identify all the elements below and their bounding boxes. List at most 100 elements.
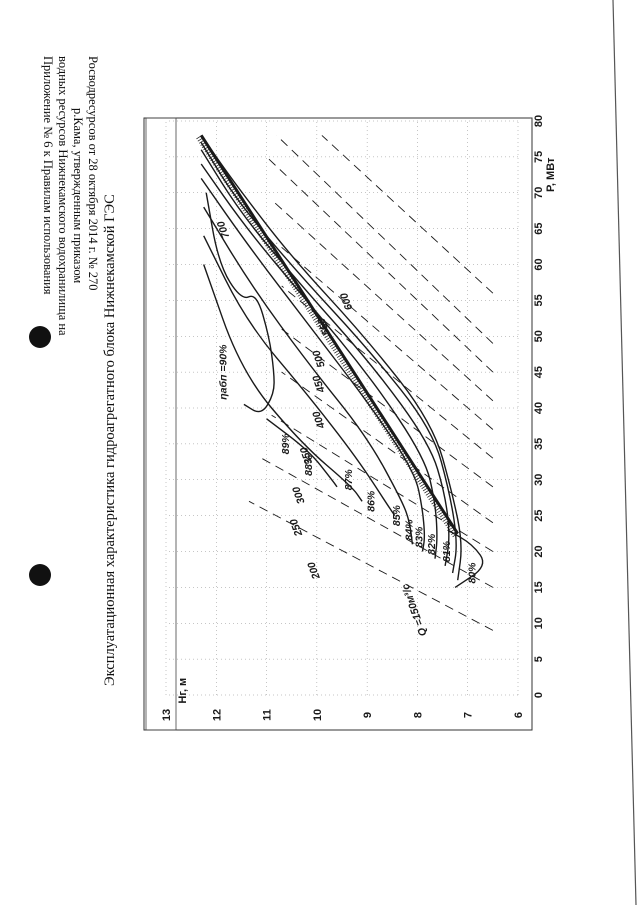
limit-hatch bbox=[313, 316, 319, 321]
header-line-3: р.Кама, утвержденным приказом bbox=[71, 108, 85, 283]
limit-hatch bbox=[328, 340, 334, 345]
limit-hatch bbox=[220, 172, 226, 177]
limit-hatch bbox=[277, 262, 284, 267]
limit-hatch bbox=[420, 482, 426, 487]
limit-hatch bbox=[415, 476, 422, 481]
limit-hatch bbox=[279, 264, 285, 269]
limit-hatch bbox=[431, 500, 437, 505]
y-tick-label: 6 bbox=[513, 712, 525, 718]
limit-hatch bbox=[352, 378, 358, 382]
limit-hatch bbox=[401, 454, 408, 459]
power-limit-line bbox=[196, 134, 459, 538]
limit-hatch bbox=[283, 270, 289, 275]
limit-hatch bbox=[400, 452, 406, 457]
curve-labels: ηабп =90% 89% 88% 87% 86% 85%84%83% 82% 81% 80% Q… bbox=[215, 219, 478, 637]
limit-hatch bbox=[436, 509, 443, 514]
limit-hatch bbox=[441, 515, 447, 520]
limit-hatch bbox=[303, 301, 309, 306]
limit-hatch bbox=[241, 205, 247, 210]
x-tick-label: 80 bbox=[533, 115, 545, 127]
limit-hatch bbox=[417, 478, 423, 483]
efficiency-curve bbox=[200, 149, 450, 567]
limit-hatch bbox=[311, 314, 318, 319]
efficiency-label: 83% bbox=[413, 526, 425, 548]
limit-hatch bbox=[335, 351, 342, 356]
limit-hatch bbox=[201, 144, 208, 149]
limit-hatch bbox=[321, 329, 327, 334]
y-axis-strip bbox=[145, 117, 177, 731]
limit-hatch bbox=[268, 246, 274, 251]
efficiency-curve bbox=[200, 177, 426, 552]
limit-hatch bbox=[408, 465, 415, 470]
header-line-1: Приложение № 6 к Правилам использования bbox=[41, 56, 55, 295]
limit-hatch bbox=[439, 513, 446, 518]
limit-hatch bbox=[204, 148, 211, 153]
flow-line bbox=[248, 500, 494, 631]
limit-hatch bbox=[414, 474, 420, 479]
y-tick-label: 8 bbox=[412, 712, 424, 718]
limit-hatch bbox=[389, 434, 395, 439]
limit-hatch bbox=[231, 190, 237, 194]
limit-hatch bbox=[410, 467, 416, 472]
limit-hatch bbox=[245, 211, 251, 216]
limit-hatch bbox=[390, 437, 396, 441]
limit-hatch bbox=[442, 517, 448, 522]
flow-label: Q =150м³/с bbox=[400, 582, 430, 638]
efficiency-label: 82% bbox=[426, 533, 438, 555]
limit-hatch bbox=[338, 356, 344, 361]
limit-hatch bbox=[300, 297, 306, 302]
efficiency-label: 88% bbox=[303, 454, 315, 476]
limit-hatch bbox=[260, 235, 267, 240]
limit-hatch bbox=[351, 375, 357, 380]
limit-hatch bbox=[266, 244, 273, 249]
limit-hatch bbox=[353, 380, 360, 385]
limit-hatch bbox=[273, 255, 280, 260]
efficiency-curve bbox=[203, 206, 414, 545]
limit-hatch bbox=[263, 240, 270, 245]
limit-hatch bbox=[258, 231, 264, 236]
punch-hole-top bbox=[29, 326, 51, 348]
limit-hatch bbox=[425, 491, 432, 496]
limit-hatch bbox=[348, 371, 354, 376]
efficiency-label: 81% bbox=[441, 540, 453, 562]
limit-hatch bbox=[407, 463, 413, 468]
flow-label: 400 bbox=[310, 409, 328, 431]
flow-lines bbox=[248, 135, 494, 631]
limit-hatch bbox=[232, 192, 239, 197]
efficiency-label: 86% bbox=[366, 490, 378, 512]
flow-line bbox=[266, 156, 494, 373]
limit-hatch bbox=[336, 354, 343, 358]
limit-hatch bbox=[386, 430, 392, 435]
limit-hatch bbox=[280, 266, 287, 271]
x-tick-label: 15 bbox=[533, 581, 545, 593]
x-tick-label: 60 bbox=[533, 258, 545, 270]
limit-hatch bbox=[418, 480, 425, 485]
limit-hatch bbox=[360, 391, 367, 396]
limit-hatch bbox=[251, 220, 257, 225]
efficiency-lines bbox=[200, 134, 484, 588]
limit-hatch bbox=[293, 286, 299, 291]
limit-hatch bbox=[301, 299, 308, 304]
limit-hatch bbox=[432, 502, 439, 507]
limit-hatch bbox=[355, 382, 361, 387]
limit-hatch bbox=[284, 273, 291, 277]
limit-hatch bbox=[367, 402, 374, 406]
limit-hatch bbox=[221, 174, 227, 179]
limit-hatch bbox=[304, 303, 311, 308]
limit-hatch bbox=[362, 393, 368, 398]
limit-hatch bbox=[345, 367, 351, 371]
limit-hatch bbox=[382, 423, 388, 428]
limit-hatch bbox=[289, 279, 295, 284]
limit-hatch bbox=[287, 277, 294, 282]
limit-hatch bbox=[404, 458, 410, 463]
limit-hatch bbox=[200, 141, 206, 146]
limit-hatch bbox=[242, 207, 249, 212]
limit-hatch bbox=[452, 533, 458, 538]
x-tick-label: 30 bbox=[533, 474, 545, 486]
efficiency-curve bbox=[203, 264, 363, 502]
x-tick-label: 10 bbox=[533, 617, 545, 629]
limit-hatch bbox=[366, 399, 372, 404]
limit-hatch bbox=[276, 260, 282, 264]
flow-label: 250 bbox=[288, 517, 306, 539]
limit-hatch bbox=[246, 214, 253, 218]
